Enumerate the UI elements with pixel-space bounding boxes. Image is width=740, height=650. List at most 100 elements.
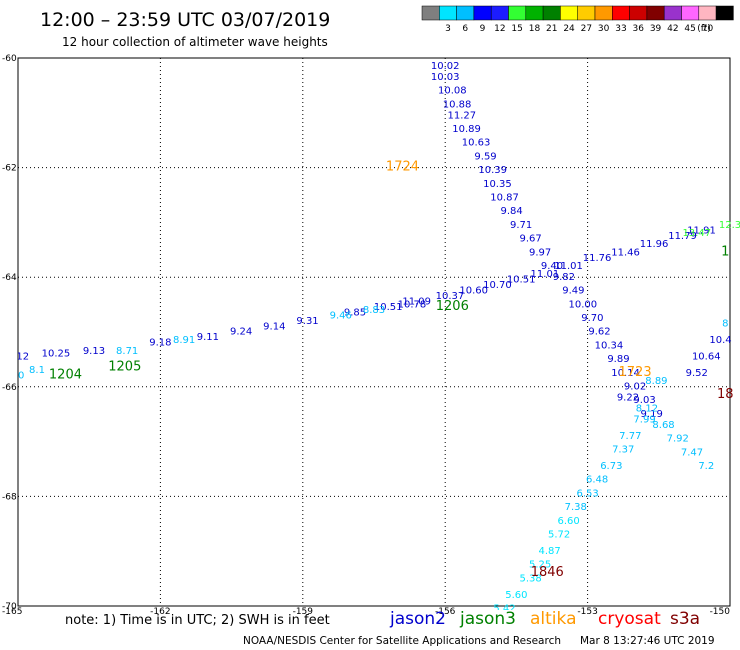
data-point-label: 10.00 <box>569 299 598 310</box>
data-point-label: 9.46 <box>330 310 352 321</box>
data-point-label: 9.67 <box>520 234 542 245</box>
axis-ticks: -165 -162 -159 -156 -153 -150 -60 -62 -64 -66 -68 -… <box>2 54 730 617</box>
x-tick-label: -162 <box>150 607 170 617</box>
x-tick-label: -159 <box>293 607 314 617</box>
data-point-label: 10.60 <box>459 286 488 297</box>
data-point-label: 7.92 <box>667 434 689 445</box>
data-point-label: 11.91 <box>687 225 716 236</box>
data-point-label: 10.87 <box>490 192 519 203</box>
y-tick-label: -68 <box>2 492 17 502</box>
y-tick-label: -60 <box>2 54 17 64</box>
data-point-label: 8.1 <box>29 365 45 376</box>
data-point-label: 9.18 <box>149 338 171 349</box>
time-labels: 1724 1723 1204 1205 1206 1846 18 1 <box>49 159 734 580</box>
data-point-label: 7.47 <box>681 447 703 458</box>
legend-swatch <box>508 5 527 21</box>
data-point-label: 9.84 <box>501 206 523 217</box>
data-point-label: 9.71 <box>510 220 532 231</box>
data-point-label: 10.37 <box>436 291 465 302</box>
legend-swatch <box>473 5 492 21</box>
legend-label: 36 <box>633 24 645 34</box>
legend-swatch <box>577 5 596 21</box>
satellite-legend-item: jason3 <box>459 609 516 629</box>
legend-swatch <box>612 5 630 21</box>
legend-label: 15 <box>511 24 522 34</box>
data-point-label: 10.34 <box>595 340 624 351</box>
data-point-label: 8.12 <box>7 351 29 362</box>
satellite-legend: jason2 jason3 altika cryosat s3a <box>389 609 700 629</box>
legend-label: 24 <box>563 24 575 34</box>
data-point-label: 8 <box>722 319 728 330</box>
data-point-label: 9.59 <box>474 151 496 162</box>
data-point-label: 5.60 <box>505 590 527 601</box>
y-tick-label: -70 <box>2 602 17 612</box>
legend-label: 3 <box>445 24 451 34</box>
time-label: 1723 <box>619 365 652 380</box>
legend-label: 9 <box>480 24 486 34</box>
data-point-label: 9.02 <box>624 382 646 393</box>
data-point-label: 11.76 <box>583 253 612 264</box>
legend-label: 12 <box>494 24 505 34</box>
legend-label: 6 <box>462 24 468 34</box>
data-point-label: 10.63 <box>462 138 491 149</box>
data-point-label: 9.24 <box>230 327 252 338</box>
legend-swatch <box>456 5 475 21</box>
data-point-label: 5.42 <box>493 603 515 614</box>
legend-swatch <box>439 5 457 21</box>
data-point-label: 9.40 <box>541 261 563 272</box>
data-point-label: 10.35 <box>483 179 512 190</box>
satellite-legend-item: altika <box>530 609 577 629</box>
data-point-label: 10.4 <box>709 335 731 346</box>
y-tick-label: -62 <box>2 164 17 174</box>
data-point-label: 11.09 <box>402 297 431 308</box>
legend-label: 30 <box>598 24 610 34</box>
data-point-label: 8.89 <box>645 376 667 387</box>
data-point-label: 10.51 <box>507 275 536 286</box>
legend-swatch <box>560 5 578 21</box>
x-tick-label: -165 <box>2 607 22 617</box>
y-tick-label: -66 <box>2 383 17 393</box>
legend-swatch <box>525 5 544 21</box>
data-point-label: 7.99 <box>633 414 655 425</box>
legend-swatch <box>681 5 700 21</box>
time-label: 1204 <box>49 368 82 383</box>
data-point-label: 7.38 <box>565 502 587 513</box>
time-label: 1206 <box>436 299 469 314</box>
data-point-label: 12.3 <box>719 220 740 231</box>
data-point-label: 6.48 <box>586 475 608 486</box>
data-point-label: 9.52 <box>686 368 708 379</box>
data-point-label: 6.73 <box>600 461 622 472</box>
legend-swatch <box>542 5 561 21</box>
data-point-label: 9.70 <box>581 313 603 324</box>
legend-label: 45 <box>684 24 695 34</box>
data-point-label: 10.03 <box>431 72 460 83</box>
data-point-label: 7.37 <box>612 445 634 456</box>
footer-timestamp: Mar 8 13:27:46 UTC 2019 <box>580 635 715 647</box>
data-point-label: 9.82 <box>553 272 575 283</box>
data-point-label: 8.71 <box>116 346 138 357</box>
time-label: 1205 <box>108 359 141 374</box>
legend-label: 33 <box>615 24 626 34</box>
legend-swatch <box>490 5 509 21</box>
data-point-label: 11.01 <box>531 269 560 280</box>
data-point-label: 8.68 <box>652 420 674 431</box>
grid <box>18 58 730 606</box>
data-point-label: 4.87 <box>538 546 560 557</box>
data-point-label: 8.83 <box>363 305 385 316</box>
footer-note: note: 1) Time is in UTC; 2) SWH is in fe… <box>65 613 330 628</box>
data-point-label: 5.25 <box>529 560 551 571</box>
data-point-label: 8.91 <box>173 335 195 346</box>
data-point-label: 7.77 <box>619 431 641 442</box>
data-point-label: 5.38 <box>520 573 542 584</box>
data-point-label: 11.96 <box>640 239 669 250</box>
data-point-label: 10.08 <box>438 86 467 97</box>
x-tick-label: -156 <box>435 607 456 617</box>
data-point-label: 11.79 <box>668 231 697 242</box>
data-point-label: 6.53 <box>576 488 598 499</box>
data-point-label: 10.88 <box>443 99 472 110</box>
data-point-label: 11.27 <box>447 110 476 121</box>
data-point-label: 8.50 <box>2 371 24 382</box>
legend-label: 39 <box>650 24 662 34</box>
data-point-label: 9.49 <box>562 286 584 297</box>
data-point-label: 6.60 <box>557 516 579 527</box>
